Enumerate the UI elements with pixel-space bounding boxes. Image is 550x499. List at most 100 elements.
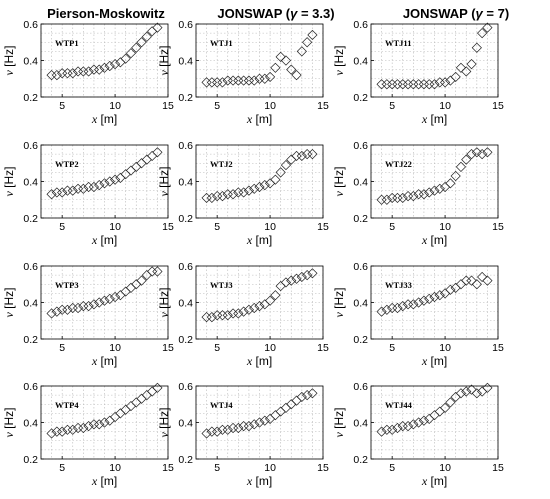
- data-point: [131, 42, 142, 53]
- panel-wtj2: 5 10 15 0.2 0.4 0.6 x [m] v [Hz] WTJ2: [157, 140, 329, 247]
- data-point: [147, 266, 158, 277]
- data-point: [115, 290, 126, 301]
- data-point: [466, 149, 477, 160]
- data-point: [270, 290, 281, 301]
- data-point: [152, 22, 163, 33]
- data-point: [125, 165, 137, 176]
- panel-label: WTJ1: [210, 38, 233, 48]
- data-point: [46, 308, 57, 319]
- y-tick-label: 0.6: [353, 381, 368, 393]
- data-point: [46, 70, 57, 81]
- data-point: [418, 189, 430, 200]
- y-tick-label: 0.6: [353, 261, 368, 273]
- data-point: [254, 73, 265, 84]
- data-point: [99, 178, 110, 189]
- x-tick-label: 5: [214, 342, 220, 354]
- data-point: [201, 77, 212, 88]
- data-point: [109, 59, 121, 70]
- panel-label: WTJ3: [210, 280, 233, 290]
- x-tick-label: 5: [59, 221, 65, 233]
- data-point: [296, 271, 307, 283]
- data-point: [109, 174, 121, 185]
- panel-wtj4: 5 10 15 0.2 0.4 0.6 x [m] v [Hz] WTJ4: [157, 381, 329, 488]
- data-point: [429, 291, 440, 303]
- data-point: [434, 290, 445, 301]
- data-point: [471, 42, 482, 53]
- data-point: [291, 70, 302, 81]
- y-tick-label: 0.6: [353, 19, 368, 31]
- data-point: [302, 390, 313, 401]
- data-point: [291, 150, 302, 162]
- y-axis-label: v [Hz]: [332, 167, 346, 197]
- y-tick-label: 0.4: [353, 298, 368, 310]
- data-point: [115, 408, 126, 419]
- data-point: [233, 75, 244, 86]
- y-tick-label: 0.6: [23, 140, 38, 152]
- data-point: [429, 79, 440, 90]
- x-tick-label: 15: [317, 221, 329, 233]
- data-point: [376, 426, 387, 437]
- data-point: [413, 189, 424, 200]
- data-point: [291, 273, 302, 284]
- data-point: [212, 77, 223, 88]
- data-point: [83, 301, 94, 312]
- data-point: [104, 176, 115, 187]
- data-point: [381, 304, 392, 315]
- data-point: [259, 180, 270, 191]
- data-point: [450, 71, 461, 83]
- data-point: [477, 271, 488, 283]
- column-title-3: JONSWAP (γ = 7): [403, 6, 509, 21]
- x-tick-label: 5: [214, 100, 220, 112]
- data-point: [217, 77, 228, 88]
- panel-wtp2: 5 10 15 0.2 0.4 0.6 x [m] v [Hz] WTP2: [2, 140, 174, 247]
- data-point: [104, 415, 115, 426]
- data-point: [57, 187, 68, 198]
- data-point: [445, 397, 456, 408]
- data-point: [46, 189, 57, 200]
- data-point: [307, 388, 318, 399]
- data-point: [217, 191, 228, 202]
- y-axis-label: v [Hz]: [157, 46, 171, 76]
- y-tick-label: 0.2: [178, 92, 193, 104]
- data-point: [434, 183, 445, 194]
- x-axis-label: x [m]: [246, 233, 272, 247]
- data-point: [392, 302, 403, 314]
- data-point: [418, 79, 430, 90]
- y-tick-label: 0.4: [23, 298, 38, 310]
- data-point: [212, 426, 223, 437]
- data-point: [222, 75, 233, 86]
- x-tick-label: 15: [317, 462, 329, 474]
- y-tick-label: 0.2: [178, 334, 193, 346]
- data-point: [424, 413, 435, 424]
- data-point: [381, 424, 392, 435]
- column-title-2: JONSWAP (γ = 3.3): [217, 6, 334, 21]
- panel-wtp1: 5 10 15 0.2 0.4 0.6 x [m] v [Hz] WTP1: [2, 19, 174, 126]
- y-tick-label: 0.2: [353, 454, 368, 466]
- data-point: [477, 149, 488, 160]
- y-axis-label: v [Hz]: [157, 167, 171, 197]
- x-tick-label: 15: [492, 221, 504, 233]
- x-tick-label: 15: [492, 100, 504, 112]
- x-tick-label: 15: [317, 100, 329, 112]
- data-point: [217, 424, 228, 435]
- data-point: [152, 147, 163, 158]
- data-point: [206, 426, 217, 437]
- data-point: [72, 422, 84, 434]
- data-point: [62, 304, 73, 315]
- data-point: [392, 79, 403, 90]
- x-tick-label: 5: [214, 462, 220, 474]
- data-point: [461, 386, 472, 397]
- data-point: [243, 185, 255, 196]
- data-point: [141, 31, 152, 42]
- x-tick-label: 15: [162, 100, 174, 112]
- data-point: [296, 391, 307, 403]
- data-point: [381, 79, 392, 90]
- y-tick-label: 0.2: [23, 454, 38, 466]
- data-point: [280, 277, 292, 288]
- data-point: [402, 299, 414, 310]
- panel-wtj44: 5 10 15 0.2 0.4 0.6 x [m] v [Hz] WTJ44: [332, 381, 504, 488]
- data-point: [466, 59, 477, 70]
- x-tick-label: 5: [389, 221, 395, 233]
- y-axis-label: v [Hz]: [2, 288, 16, 318]
- data-point: [72, 302, 84, 314]
